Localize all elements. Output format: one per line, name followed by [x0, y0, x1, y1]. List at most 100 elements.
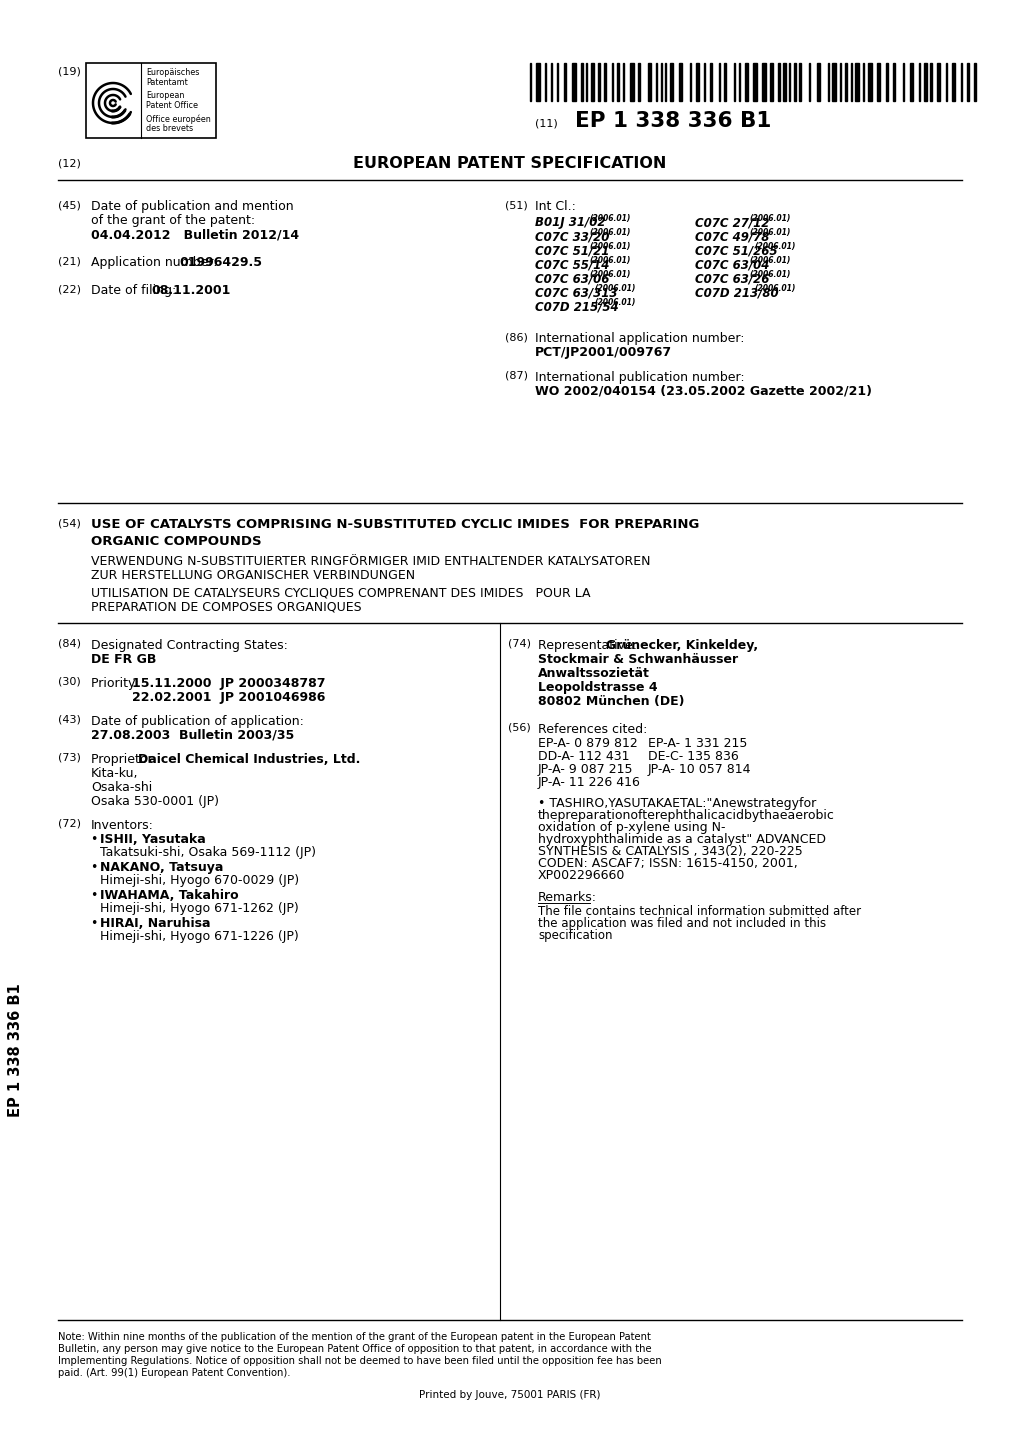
Text: (2006.01): (2006.01) [748, 215, 790, 223]
Text: C07C 63/313: C07C 63/313 [535, 285, 616, 298]
Text: Daicel Chemical Industries, Ltd.: Daicel Chemical Industries, Ltd. [138, 754, 360, 767]
Text: Kita-ku,: Kita-ku, [91, 767, 139, 780]
Text: (2006.01): (2006.01) [588, 269, 630, 280]
Text: (21): (21) [58, 256, 81, 267]
Text: 08.11.2001: 08.11.2001 [151, 284, 230, 297]
Text: the application was filed and not included in this: the application was filed and not includ… [537, 916, 825, 929]
Text: Takatsuki-shi, Osaka 569-1112 (JP): Takatsuki-shi, Osaka 569-1112 (JP) [100, 846, 316, 859]
Text: WO 2002/040154 (23.05.2002 Gazette 2002/21): WO 2002/040154 (23.05.2002 Gazette 2002/… [535, 385, 871, 398]
Text: 04.04.2012   Bulletin 2012/14: 04.04.2012 Bulletin 2012/14 [91, 228, 299, 241]
Text: EUROPEAN PATENT SPECIFICATION: EUROPEAN PATENT SPECIFICATION [353, 156, 666, 171]
Bar [798, 63, 800, 101]
Bar [647, 63, 650, 101]
Bar [966, 63, 968, 101]
Bar [679, 63, 682, 101]
Text: (2006.01): (2006.01) [748, 228, 790, 236]
Text: (87): (87) [504, 370, 528, 380]
Bar [761, 63, 765, 101]
Text: (2006.01): (2006.01) [588, 228, 630, 236]
Text: (74): (74) [507, 638, 531, 648]
Text: Proprietor:: Proprietor: [91, 754, 160, 767]
Bar [581, 63, 583, 101]
Text: Patentamt: Patentamt [146, 78, 187, 86]
Bar [709, 63, 711, 101]
Bar [630, 63, 634, 101]
Text: •: • [91, 862, 102, 875]
Text: ISHII, Yasutaka: ISHII, Yasutaka [100, 833, 206, 846]
Text: (19): (19) [58, 66, 81, 76]
Text: UTILISATION DE CATALYSEURS CYCLIQUES COMPRENANT DES IMIDES   POUR LA: UTILISATION DE CATALYSEURS CYCLIQUES COM… [91, 586, 590, 599]
Text: C07C 49/78: C07C 49/78 [694, 231, 768, 244]
Text: USE OF CATALYSTS COMPRISING N-SUBSTITUTED CYCLIC IMIDES  FOR PREPARING: USE OF CATALYSTS COMPRISING N-SUBSTITUTE… [91, 517, 699, 530]
Text: ZUR HERSTELLUNG ORGANISCHER VERBINDUNGEN: ZUR HERSTELLUNG ORGANISCHER VERBINDUNGEN [91, 569, 415, 582]
Text: Priority:: Priority: [91, 677, 143, 690]
Text: DD-A- 112 431: DD-A- 112 431 [537, 749, 629, 762]
Text: Himeji-shi, Hyogo 671-1226 (JP): Himeji-shi, Hyogo 671-1226 (JP) [100, 929, 299, 942]
Bar [572, 63, 576, 101]
Text: Anwaltssozietät: Anwaltssozietät [537, 667, 649, 680]
Text: EP-A- 1 331 215: EP-A- 1 331 215 [647, 736, 747, 749]
Text: (22): (22) [58, 284, 81, 294]
Text: Date of filing:: Date of filing: [91, 284, 180, 297]
Text: thepreparationofterephthalicacidbythaeaerobic: thepreparationofterephthalicacidbythaeae… [537, 808, 835, 821]
Text: CODEN: ASCAF7; ISSN: 1615-4150, 2001,: CODEN: ASCAF7; ISSN: 1615-4150, 2001, [537, 857, 797, 870]
Text: JP-A- 9 087 215: JP-A- 9 087 215 [537, 762, 633, 777]
Bar [816, 63, 819, 101]
Text: EP 1 338 336 B1: EP 1 338 336 B1 [575, 111, 770, 131]
Text: C07C 51/265: C07C 51/265 [694, 244, 776, 256]
Bar [637, 63, 639, 101]
Text: C07C 55/14: C07C 55/14 [535, 258, 608, 271]
Bar [744, 63, 747, 101]
Bar [886, 63, 888, 101]
Text: C07C 63/04: C07C 63/04 [694, 258, 768, 271]
Bar [973, 63, 975, 101]
Bar [564, 63, 566, 101]
Text: DE-C- 135 836: DE-C- 135 836 [647, 749, 738, 762]
Text: paid. (Art. 99(1) European Patent Convention).: paid. (Art. 99(1) European Patent Conven… [58, 1368, 290, 1378]
Bar [590, 63, 593, 101]
Bar [86, 63, 216, 138]
Text: JP-A- 11 226 416: JP-A- 11 226 416 [537, 777, 640, 790]
Text: Representative:: Representative: [537, 638, 640, 651]
Text: (51): (51) [504, 200, 527, 210]
Text: Patent Office: Patent Office [146, 101, 198, 110]
Bar [936, 63, 940, 101]
Bar [597, 63, 599, 101]
Text: Designated Contracting States:: Designated Contracting States: [91, 638, 287, 651]
Text: ORGANIC COMPOUNDS: ORGANIC COMPOUNDS [91, 535, 261, 548]
Text: (30): (30) [58, 677, 81, 687]
Text: (73): (73) [58, 754, 81, 762]
Bar [695, 63, 698, 101]
Text: Remarks:: Remarks: [537, 891, 596, 904]
Bar [876, 63, 879, 101]
Text: •: • [91, 916, 102, 929]
Text: C07C 33/20: C07C 33/20 [535, 231, 608, 244]
Bar [777, 63, 780, 101]
Text: C07C 63/26: C07C 63/26 [694, 272, 768, 285]
Text: B01J 31/02: B01J 31/02 [535, 216, 605, 229]
Text: XP002296660: XP002296660 [537, 869, 625, 882]
Text: (43): (43) [58, 715, 81, 725]
Text: PREPARATION DE COMPOSES ORGANIQUES: PREPARATION DE COMPOSES ORGANIQUES [91, 601, 362, 614]
Text: (2006.01): (2006.01) [588, 242, 630, 251]
Text: 22.02.2001  JP 2001046986: 22.02.2001 JP 2001046986 [131, 692, 325, 705]
Text: PCT/JP2001/009767: PCT/JP2001/009767 [535, 346, 672, 359]
Text: (2006.01): (2006.01) [588, 215, 630, 223]
Text: (2006.01): (2006.01) [748, 256, 790, 265]
Bar [832, 63, 836, 101]
Text: (86): (86) [504, 331, 528, 342]
Text: •: • [91, 833, 102, 846]
Text: Osaka 530-0001 (JP): Osaka 530-0001 (JP) [91, 795, 219, 808]
Text: Int Cl.:: Int Cl.: [535, 200, 576, 213]
Text: Europäisches: Europäisches [146, 68, 199, 76]
Text: (56): (56) [507, 723, 530, 733]
Text: (11): (11) [535, 118, 557, 128]
Text: SYNTHESIS & CATALYSIS , 343(2), 220-225: SYNTHESIS & CATALYSIS , 343(2), 220-225 [537, 844, 802, 857]
Text: (45): (45) [58, 200, 81, 210]
Text: Application number:: Application number: [91, 256, 221, 269]
Text: (2006.01): (2006.01) [594, 298, 635, 307]
Bar [867, 63, 871, 101]
Text: 15.11.2000  JP 2000348787: 15.11.2000 JP 2000348787 [131, 677, 325, 690]
Text: (72): (72) [58, 818, 81, 829]
Text: Himeji-shi, Hyogo 670-0029 (JP): Himeji-shi, Hyogo 670-0029 (JP) [100, 875, 299, 888]
